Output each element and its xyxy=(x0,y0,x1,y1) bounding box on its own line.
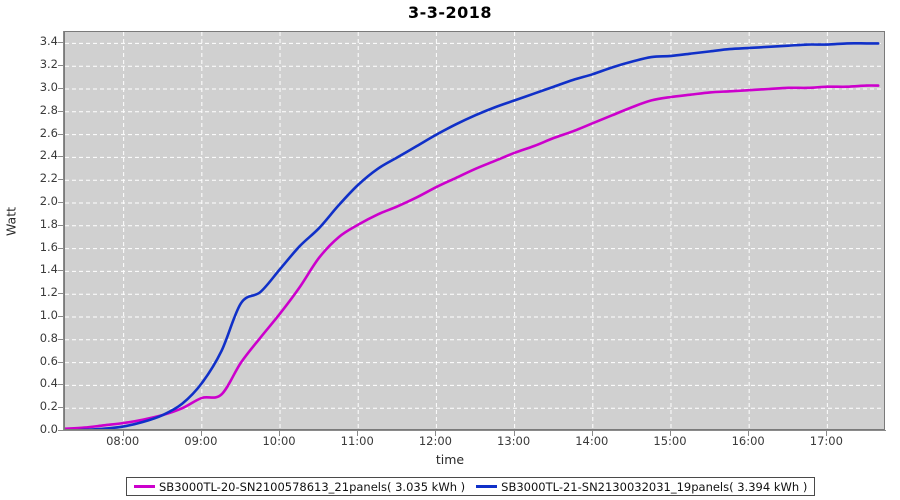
x-tick-label: 11:00 xyxy=(340,434,374,448)
x-tick-mark xyxy=(200,431,202,436)
x-axis-title: time xyxy=(435,452,465,467)
y-tick-mark xyxy=(58,65,63,67)
x-tick-mark xyxy=(591,431,593,436)
x-tick-mark xyxy=(435,431,437,436)
plot-area xyxy=(64,31,885,430)
y-tick-mark xyxy=(58,202,63,203)
y-axis-ticks: 0.0 0.2 0.4 0.6 0.8 1.0 1.2 1.4 1.6 1.8 2.0 2.2 2.4 2… xyxy=(0,0,63,500)
y-tick-mark xyxy=(58,293,63,295)
y-tick-label: 3.2 xyxy=(39,57,58,72)
x-tick-mark xyxy=(669,431,671,436)
y-tick-label: 2.2 xyxy=(39,171,58,186)
chart-title: 3-3-2018 xyxy=(407,3,493,22)
y-tick-label: 3.0 xyxy=(39,80,58,94)
y-tick-label: 2.0 xyxy=(39,194,58,208)
legend-color-swatch xyxy=(134,485,155,488)
y-tick-mark xyxy=(58,88,63,89)
y-tick-label: 2.6 xyxy=(39,125,58,140)
chart-legend: SB3000TL-20-SN2100578613_21panels( 3.035… xyxy=(126,477,816,496)
y-tick-label: 2.8 xyxy=(39,102,58,117)
y-tick-mark xyxy=(58,407,63,409)
x-tick-label: 08:00 xyxy=(106,434,140,448)
legend-entry-1[interactable]: SB3000TL-20-SN2100578613_21panels( 3.035… xyxy=(134,480,465,494)
legend-color-swatch xyxy=(476,485,498,488)
y-tick-mark xyxy=(58,110,63,112)
series-line-1 xyxy=(65,84,880,429)
x-tick-label: 17:00 xyxy=(809,434,843,448)
x-tick-mark xyxy=(122,431,124,436)
y-tick-mark xyxy=(58,270,63,272)
x-tick-label: 10:00 xyxy=(262,434,296,448)
y-tick-label: 3.4 xyxy=(39,34,58,49)
x-tick-mark xyxy=(357,431,359,436)
plot-svg xyxy=(65,32,884,429)
y-tick-mark xyxy=(58,179,63,181)
y-tick-mark xyxy=(58,430,63,431)
x-tick-label: 15:00 xyxy=(653,434,687,448)
y-tick-label: 1.0 xyxy=(39,308,58,322)
y-tick-mark xyxy=(58,316,63,317)
y-tick-mark xyxy=(58,384,63,386)
legend-label: SB3000TL-21-SN2130032031_19panels( 3.394… xyxy=(501,479,808,494)
y-tick-mark xyxy=(58,361,63,363)
y-tick-label: 0.2 xyxy=(39,399,58,414)
y-tick-mark xyxy=(58,156,63,158)
y-tick-label: 0.8 xyxy=(39,330,58,345)
x-tick-mark xyxy=(748,431,750,436)
y-tick-mark xyxy=(58,133,63,135)
x-tick-mark xyxy=(826,431,828,436)
y-tick-label: 1.6 xyxy=(39,239,58,254)
y-tick-label: 0.0 xyxy=(39,422,58,436)
y-tick-mark xyxy=(58,247,63,249)
y-tick-mark xyxy=(58,42,63,44)
x-tick-label: 12:00 xyxy=(418,434,452,448)
y-tick-label: 1.8 xyxy=(39,216,58,231)
y-tick-mark xyxy=(58,224,63,226)
x-tick-label: 09:00 xyxy=(184,434,218,448)
legend-label: SB3000TL-20-SN2100578613_21panels( 3.035… xyxy=(159,479,466,494)
y-tick-label: 2.4 xyxy=(39,148,58,163)
x-tick-label: 13:00 xyxy=(497,434,531,448)
x-tick-mark xyxy=(279,431,281,436)
x-tick-label: 16:00 xyxy=(731,434,765,448)
legend-entry-2[interactable]: SB3000TL-21-SN2130032031_19panels( 3.394… xyxy=(476,480,807,494)
y-tick-mark xyxy=(58,338,63,340)
y-axis-line xyxy=(63,31,64,431)
y-tick-label: 1.4 xyxy=(39,262,58,277)
series-line-2 xyxy=(76,42,880,429)
x-tick-mark xyxy=(513,431,515,436)
y-tick-label: 1.2 xyxy=(39,285,58,300)
x-axis-line xyxy=(64,430,886,431)
y-tick-label: 0.4 xyxy=(39,376,58,391)
x-tick-label: 14:00 xyxy=(575,434,609,448)
y-tick-label: 0.6 xyxy=(39,353,58,368)
